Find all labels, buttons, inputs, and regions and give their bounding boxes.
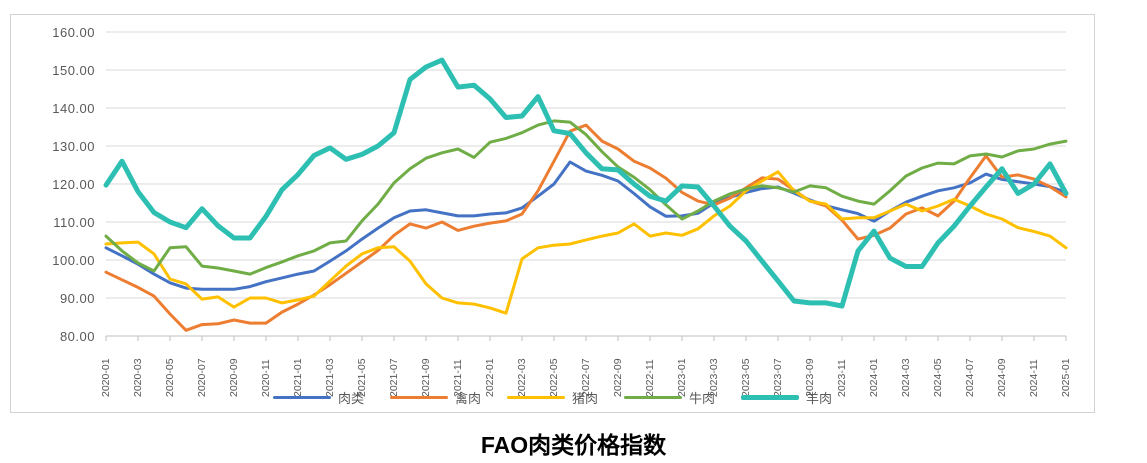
y-axis-label: 140.00 bbox=[52, 101, 95, 116]
plot-area bbox=[103, 31, 1069, 341]
legend-line-icon bbox=[741, 394, 800, 400]
series-line-禽肉 bbox=[104, 123, 1068, 332]
legend-item-禽肉: 禽肉 bbox=[389, 388, 481, 407]
legend-line-icon bbox=[272, 395, 331, 399]
legend-line-icon bbox=[389, 395, 448, 399]
legend-item-猪肉: 猪肉 bbox=[506, 388, 598, 407]
legend-item-肉类: 肉类 bbox=[272, 388, 364, 407]
legend-line-icon bbox=[506, 395, 565, 399]
chart-title: FAO肉类价格指数 bbox=[480, 432, 667, 458]
legend-line-icon bbox=[624, 395, 682, 399]
chart-card: 160.00 150.00 140.00 130.00 120.00 110.00 100.… bbox=[10, 14, 1095, 413]
series-line-肉类 bbox=[104, 160, 1068, 291]
y-axis-label: 110.00 bbox=[53, 215, 95, 230]
legend-label: 猪肉 bbox=[571, 390, 598, 406]
series-line-牛肉 bbox=[104, 119, 1068, 276]
y-axis-label: 80.00 bbox=[59, 329, 95, 344]
legend-item-牛肉: 牛肉 bbox=[624, 388, 715, 407]
legend-item-羊肉: 羊肉 bbox=[741, 388, 832, 407]
y-axis-label: 120.00 bbox=[52, 177, 95, 192]
legend-label: 羊肉 bbox=[806, 390, 833, 406]
y-axis-label: 150.00 bbox=[52, 63, 95, 78]
series-line-猪肉 bbox=[104, 170, 1068, 315]
legend-label: 牛肉 bbox=[689, 390, 716, 406]
y-axis-label: 100.00 bbox=[52, 253, 95, 268]
chart-legend: 肉类 禽肉 猪肉 牛肉 羊肉 bbox=[11, 388, 1094, 406]
y-axis-label: 90.00 bbox=[59, 291, 95, 306]
series-line-羊肉 bbox=[103, 57, 1069, 309]
legend-label: 禽肉 bbox=[454, 390, 481, 406]
y-axis-label: 160.00 bbox=[52, 25, 95, 40]
y-axis-label: 130.00 bbox=[52, 139, 95, 154]
legend-label: 肉类 bbox=[337, 390, 364, 406]
